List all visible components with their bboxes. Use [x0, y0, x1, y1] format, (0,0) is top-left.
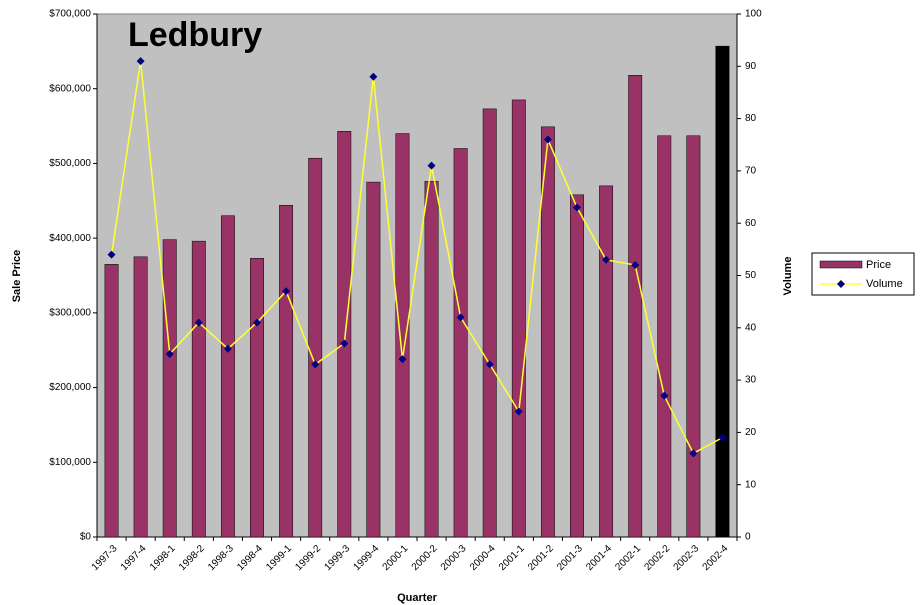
- x-tick-label: 1997-3: [90, 543, 120, 573]
- bar: [337, 131, 352, 538]
- x-tick-label: 1998-1: [148, 543, 178, 573]
- x-tick-label: 2001-3: [555, 543, 585, 573]
- y2-tick-label: 70: [745, 166, 757, 177]
- x-tick-label: 2002-1: [613, 543, 643, 573]
- line-marker: [689, 449, 698, 458]
- x-tick-label: 2002-2: [642, 543, 672, 573]
- line-marker: [194, 318, 203, 327]
- bar: [162, 239, 177, 538]
- y2-tick-label: 50: [745, 270, 757, 281]
- line-marker: [514, 407, 523, 416]
- x-tick-label: 1999-4: [352, 543, 382, 573]
- x-tick-label: 2000-3: [439, 543, 469, 573]
- bar: [599, 185, 614, 538]
- x-tick-label: 2001-2: [526, 543, 556, 573]
- x-tick-label: 2001-1: [497, 543, 527, 573]
- bar: [308, 157, 323, 538]
- x-tick-label: 2002-4: [701, 543, 731, 573]
- y-tick-label: $100,000: [49, 457, 91, 468]
- line-marker: [223, 344, 232, 353]
- bar: [628, 75, 643, 538]
- y-tick-label: $300,000: [49, 307, 91, 318]
- x-tick-label: 2000-1: [381, 543, 411, 573]
- y-tick-label: $400,000: [49, 233, 91, 244]
- y-tick-label: $600,000: [49, 83, 91, 94]
- legend-label: Price: [866, 259, 891, 271]
- x-tick-label: 1999-1: [264, 543, 294, 573]
- y2-tick-label: 30: [745, 375, 757, 386]
- bar: [686, 135, 701, 538]
- bar: [250, 258, 264, 538]
- y-tick-label: $200,000: [49, 382, 91, 393]
- y2-axis-label: Volume: [782, 257, 794, 296]
- bar: [424, 181, 439, 538]
- bar: [220, 215, 235, 538]
- line-marker: [660, 391, 669, 400]
- line-marker: [369, 72, 378, 81]
- y2-tick-label: 100: [745, 9, 762, 20]
- bar: [511, 99, 526, 538]
- bar: [453, 148, 468, 538]
- x-axis-label: Quarter: [397, 592, 437, 604]
- line-marker: [718, 433, 727, 442]
- x-tick-label: 2002-3: [672, 543, 702, 573]
- y2-tick-label: 40: [745, 322, 757, 333]
- line-marker: [398, 355, 407, 364]
- chart-title: Ledbury: [128, 16, 262, 54]
- y2-tick-label: 80: [745, 113, 757, 124]
- bar: [657, 135, 672, 538]
- line-marker: [253, 318, 261, 327]
- x-tick-label: 2000-2: [410, 543, 440, 573]
- x-tick-label: 1998-4: [235, 543, 265, 573]
- bar: [366, 181, 381, 538]
- legend-label: Volume: [866, 278, 903, 290]
- line-marker: [485, 360, 494, 369]
- bar: [570, 194, 584, 538]
- line-marker: [602, 255, 611, 264]
- line-marker: [340, 339, 349, 348]
- bar: [279, 205, 294, 538]
- line-marker: [427, 161, 436, 170]
- line-marker: [456, 313, 465, 322]
- y-axis-label: Sale Price: [11, 250, 23, 303]
- bar: [715, 45, 730, 538]
- x-tick-label: 1999-2: [293, 543, 323, 573]
- y2-tick-label: 10: [745, 479, 757, 490]
- x-tick-label: 2001-4: [584, 543, 614, 573]
- bar: [540, 126, 555, 538]
- y2-tick-label: 60: [745, 218, 757, 229]
- y2-tick-label: 90: [745, 61, 757, 72]
- line-marker: [543, 135, 552, 144]
- line-marker: [282, 287, 291, 296]
- y2-tick-label: 0: [745, 532, 751, 543]
- line-marker: [311, 360, 320, 369]
- line-marker: [631, 261, 640, 270]
- line-marker: [136, 57, 145, 66]
- x-tick-label: 1999-3: [322, 543, 352, 573]
- bar: [133, 256, 148, 538]
- y-tick-label: $0: [80, 532, 92, 543]
- legend-marker: [837, 280, 845, 288]
- bar: [482, 108, 497, 538]
- bar: [395, 133, 410, 538]
- y-tick-label: $700,000: [49, 9, 91, 20]
- bar: [104, 264, 119, 538]
- x-tick-label: 1997-4: [119, 543, 149, 573]
- x-tick-label: 2000-4: [468, 543, 498, 573]
- volume-line: [110, 60, 723, 455]
- legend-box: [811, 252, 915, 296]
- x-tick-label: 1998-3: [206, 543, 236, 573]
- legend-swatch: [819, 260, 863, 269]
- bar: [191, 240, 206, 538]
- line-marker: [107, 250, 116, 259]
- line-marker: [573, 203, 581, 212]
- y-tick-label: $500,000: [49, 158, 91, 169]
- line-marker: [165, 349, 174, 358]
- x-tick-label: 1998-2: [177, 543, 207, 573]
- y2-tick-label: 20: [745, 427, 757, 438]
